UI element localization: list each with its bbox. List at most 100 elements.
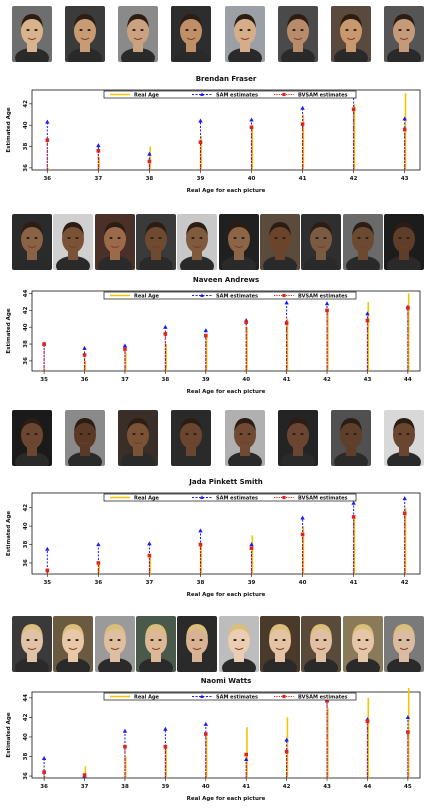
y-tick-label: 36: [23, 164, 29, 172]
sam-point: [402, 496, 407, 501]
sam-point: [249, 117, 254, 122]
plot-frame: [31, 290, 421, 372]
bvsam-point: [402, 511, 407, 516]
legend: Real Age SAM estimates BVSAM estimates: [103, 493, 357, 502]
face-photo: [94, 214, 135, 270]
bvsam-point: [96, 149, 101, 153]
y-tick-label: 44: [23, 290, 29, 298]
x-axis-label: Real Age for each picture: [187, 796, 266, 802]
bvsam-point: [42, 770, 46, 774]
sam-point: [203, 328, 208, 333]
legend: Real Age SAM estimates BVSAM estimates: [103, 90, 357, 99]
face-photo: [177, 616, 218, 672]
bvsam-point: [42, 342, 46, 346]
y-tick-label: 38: [23, 753, 29, 761]
bvsam-point: [351, 515, 356, 519]
bvsam-point: [147, 159, 152, 164]
x-tick-label: 37: [146, 580, 154, 586]
face-photo: [136, 616, 176, 672]
chart-svg: Naveen Andrews 36 38 40 42 44 35 36 37 38 39 40 41 42…: [6, 276, 421, 395]
bvsam-point: [82, 773, 87, 777]
x-tick-label: 37: [95, 176, 103, 182]
bvsam-point: [45, 138, 50, 142]
face-photo: [218, 616, 259, 672]
x-tick-label: 45: [404, 784, 412, 790]
sam-point: [284, 737, 289, 742]
y-tick-label: 42: [23, 306, 29, 314]
sam-point: [82, 345, 87, 350]
x-tick-label: 39: [248, 580, 256, 586]
chart-svg: Brendan Fraser 36 38 40 42 36 37 38 39 40 41 42 43 Re…: [6, 75, 421, 194]
bvsam-point: [244, 752, 249, 757]
plot-frame: [31, 492, 421, 575]
chart-title: Jada Pinkett Smith: [188, 478, 262, 486]
legend-label: SAM estimates: [216, 495, 258, 501]
plot-frame: [31, 89, 421, 171]
chart-title: Naveen Andrews: [193, 276, 259, 284]
x-tick-label: 42: [283, 784, 291, 790]
y-tick-label: 38: [23, 541, 29, 549]
x-tick-label: 38: [197, 580, 205, 586]
x-tick-label: 38: [121, 784, 129, 790]
chart-svg: Jada Pinkett Smith 36 38 40 42 35 36 37 38 39 40 41…: [6, 478, 421, 598]
legend-label: BVSAM estimates: [298, 92, 348, 98]
sam-point: [300, 105, 305, 110]
y-tick-label: 40: [23, 121, 29, 129]
sam-point: [163, 324, 168, 329]
bvsam-point: [163, 744, 168, 749]
y-axis-label: Estimated Age: [6, 107, 12, 152]
bvsam-point: [203, 333, 208, 338]
face-photo: [177, 214, 218, 270]
bvsam-point: [365, 318, 370, 323]
legend-label: BVSAM estimates: [298, 495, 348, 501]
x-tick-label: 40: [248, 176, 256, 182]
legend: Real Age SAM estimates BVSAM estimates: [103, 692, 357, 701]
face-photo: [12, 6, 52, 62]
sam-point: [45, 119, 50, 124]
x-tick-label: 38: [146, 176, 154, 182]
face-photo: [218, 214, 259, 270]
face-photo: [277, 410, 318, 466]
x-tick-label: 40: [202, 784, 210, 790]
photo-strip-jada-pinkett-smith: [0, 410, 436, 466]
bvsam-point: [284, 749, 289, 754]
x-tick-label: 36: [40, 784, 48, 790]
legend: Real Age SAM estimates BVSAM estimates: [103, 291, 357, 300]
sam-point: [122, 728, 128, 733]
bvsam-point: [147, 553, 152, 558]
x-tick-label: 42: [350, 176, 358, 182]
sam-point: [198, 528, 203, 533]
x-tick-label: 43: [364, 377, 372, 383]
x-tick-label: 44: [404, 377, 412, 383]
face-photo: [65, 410, 106, 466]
x-tick-label: 42: [401, 580, 409, 586]
face-photo: [53, 616, 94, 672]
sam-point: [365, 311, 370, 316]
bvsam-point: [365, 719, 370, 724]
y-tick-label: 42: [23, 713, 29, 721]
y-tick-label: 42: [23, 504, 29, 512]
x-axis-label: Real Age for each picture: [187, 188, 266, 194]
x-tick-label: 41: [283, 377, 291, 383]
chart-title: Brendan Fraser: [196, 75, 257, 83]
x-tick-label: 35: [40, 377, 48, 383]
sam-point: [41, 756, 47, 761]
legend-label: BVSAM estimates: [298, 694, 348, 700]
legend-marker: [282, 92, 286, 97]
face-photo: [384, 616, 424, 672]
y-tick-label: 40: [23, 323, 29, 331]
y-tick-label: 40: [23, 522, 29, 530]
bvsam-point: [163, 332, 168, 336]
sam-point: [96, 143, 101, 148]
legend-marker: [200, 92, 204, 96]
bvsam-point: [406, 306, 410, 310]
legend-marker: [282, 293, 286, 298]
face-photo: [260, 616, 300, 672]
bvsam-point: [406, 730, 410, 734]
x-tick-label: 36: [95, 580, 103, 586]
face-photo: [118, 6, 159, 62]
face-photo: [12, 616, 52, 672]
y-tick-label: 38: [23, 143, 29, 151]
y-tick-label: 36: [23, 772, 29, 780]
x-tick-label: 43: [323, 784, 331, 790]
